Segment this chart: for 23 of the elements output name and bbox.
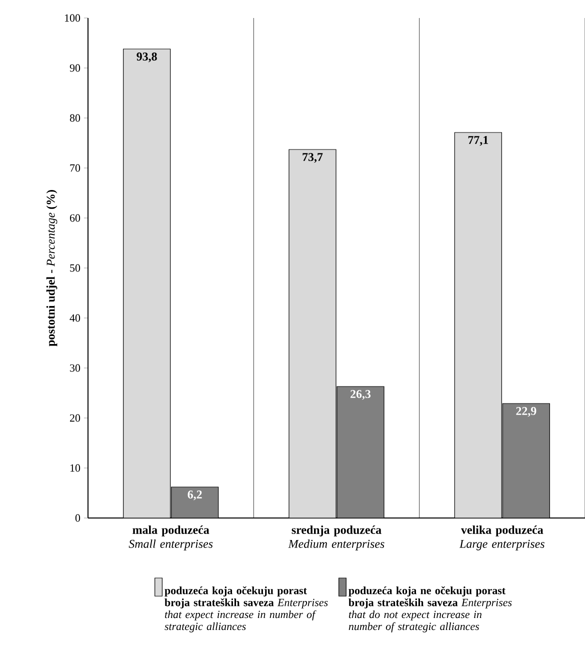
x-tick-label: mala poduzeća Small enterprises <box>128 526 213 550</box>
x-tick-label: srednja poduzeća Medium enterprises <box>288 526 384 550</box>
y-tick-label: 30 <box>70 364 80 372</box>
data-label: 77,1 <box>468 136 488 146</box>
data-label: 93,8 <box>136 52 157 62</box>
legend-label: poduzeća koja ne očekuju porast broja strateških saveza Enterprises that do not expect increase in number of strategic alliances <box>348 586 512 632</box>
y-tick-label: 70 <box>70 164 80 172</box>
data-label: 6,2 <box>188 490 202 500</box>
y-tick-label: 50 <box>70 264 80 272</box>
y-tick-label: 20 <box>70 414 80 422</box>
y-tick-label: 60 <box>70 214 80 222</box>
data-label: 73,7 <box>302 153 323 163</box>
data-label: 26,3 <box>350 390 371 400</box>
y-tick-label: 40 <box>70 314 80 322</box>
y-axis-title: postotni udjel - Percentage (%) <box>46 190 58 346</box>
legend-label: poduzeća koja očekuju porast broja strateških saveza Enterprises that expect increase in number of strategic alliances <box>164 586 328 632</box>
x-tick-label: velika poduzeća Large enterprises <box>459 526 544 550</box>
y-tick-label: 80 <box>70 114 80 122</box>
data-label: 22,9 <box>516 407 536 417</box>
y-tick-label: 100 <box>65 14 80 22</box>
y-tick-label: 10 <box>70 464 80 472</box>
y-tick-label: 0 <box>75 514 80 522</box>
y-tick-label: 90 <box>70 64 80 72</box>
